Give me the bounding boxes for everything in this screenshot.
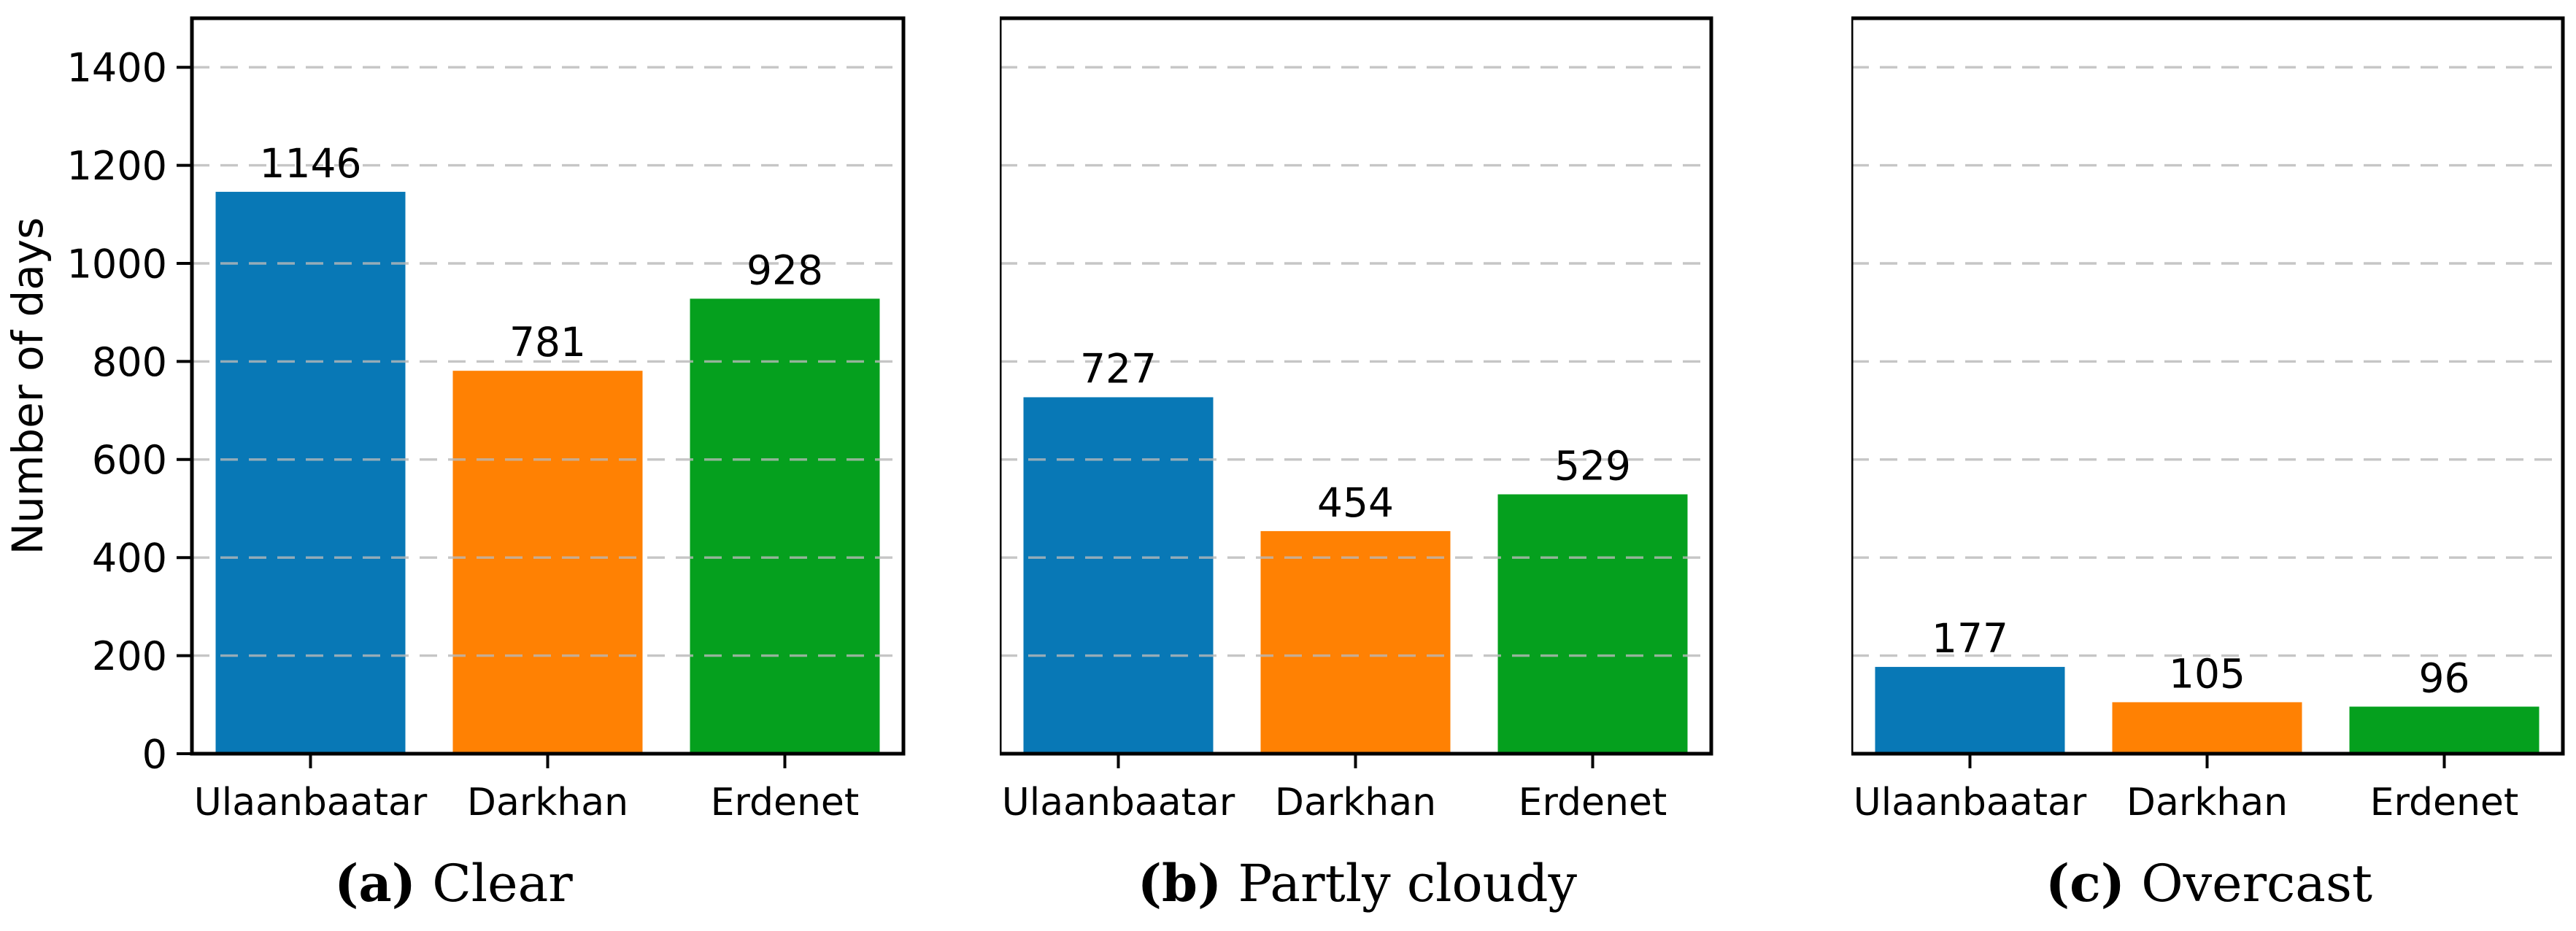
bar-ulaanbaatar <box>215 191 406 754</box>
bar-value-label: 177 <box>1932 615 2008 662</box>
bar-value-label: 96 <box>2419 654 2470 701</box>
bar-value-label: 928 <box>747 247 823 293</box>
x-tick-label-darkhan: Darkhan <box>1275 781 1436 824</box>
x-tick-label-ulaanbaatar: Ulaanbaatar <box>1002 781 1235 824</box>
y-tick-label-0: 0 <box>142 731 167 777</box>
x-tick-label-darkhan: Darkhan <box>467 781 628 824</box>
bar-erdenet <box>2349 706 2540 754</box>
y-tick-label-800: 800 <box>92 339 167 385</box>
bar-value-label: 781 <box>509 319 586 366</box>
bar-erdenet <box>690 298 880 754</box>
bar-value-label: 454 <box>1317 479 1394 526</box>
bar-chart-partly-cloudy: Ulaanbaatar Darkhan Erdenet 727 454 529 <box>1000 16 1713 824</box>
bar-value-label: 529 <box>1554 443 1631 490</box>
caption-text: Partly cloudy <box>1238 854 1578 913</box>
x-tick-label-erdenet: Erdenet <box>711 781 860 824</box>
caption-text: Overcast <box>2141 854 2373 913</box>
bar-ulaanbaatar <box>1875 667 2065 754</box>
caption-text: Clear <box>432 854 573 913</box>
bar-darkhan <box>452 371 643 754</box>
x-tick-label-ulaanbaatar: Ulaanbaatar <box>1854 781 2087 824</box>
caption-overcast: (c) Overcast <box>1851 858 2567 910</box>
y-axis-label: Number of days <box>3 217 53 555</box>
bar-chart-overcast: Ulaanbaatar Darkhan Erdenet 177 105 96 <box>1851 16 2565 824</box>
y-tick-label-200: 200 <box>92 633 167 679</box>
caption-letter: (a) <box>334 853 416 913</box>
bar-value-label: 105 <box>2169 650 2245 697</box>
plot-frame <box>190 16 906 756</box>
bar-chart-clear: 0 200 400 600 800 1000 1200 1400 Ulaanbaatar Dark… <box>3 16 906 824</box>
y-tick-label-1400: 1400 <box>67 45 167 91</box>
caption-clear: (a) Clear <box>0 858 907 910</box>
y-tick-label-1200: 1200 <box>67 143 167 189</box>
caption-partly-cloudy: (b) Partly cloudy <box>1000 858 1715 910</box>
y-tick-label-1000: 1000 <box>67 241 167 287</box>
three-panel-bar-figure: 0 200 400 600 800 1000 1200 1400 Ulaanbaatar Dark… <box>0 0 2567 909</box>
bar-erdenet <box>1497 494 1688 754</box>
bar-darkhan <box>2112 702 2302 754</box>
x-tick-label-darkhan: Darkhan <box>2126 781 2288 824</box>
caption-letter: (b) <box>1137 853 1222 913</box>
caption-letter: (c) <box>2045 853 2125 913</box>
bar-value-label: 727 <box>1080 345 1157 392</box>
bar-value-label: 1146 <box>260 140 362 187</box>
bar-ulaanbaatar <box>1023 397 1214 754</box>
panel-clear: 0 200 400 600 800 1000 1200 1400 Ulaanbaatar Dark… <box>0 0 907 909</box>
bar-darkhan <box>1260 530 1451 754</box>
panel-overcast: Ulaanbaatar Darkhan Erdenet 177 105 96 (c) Ove… <box>1851 0 2567 909</box>
plot-frame <box>1000 16 1713 756</box>
x-tick-label-erdenet: Erdenet <box>2370 781 2519 824</box>
y-tick-label-600: 600 <box>92 437 167 483</box>
plot-frame <box>1851 16 2565 756</box>
panel-partly-cloudy: Ulaanbaatar Darkhan Erdenet 727 454 529 (b) Pa… <box>1000 0 1715 909</box>
x-tick-label-erdenet: Erdenet <box>1519 781 1667 824</box>
x-tick-label-ulaanbaatar: Ulaanbaatar <box>194 781 428 824</box>
y-tick-label-400: 400 <box>92 536 167 582</box>
